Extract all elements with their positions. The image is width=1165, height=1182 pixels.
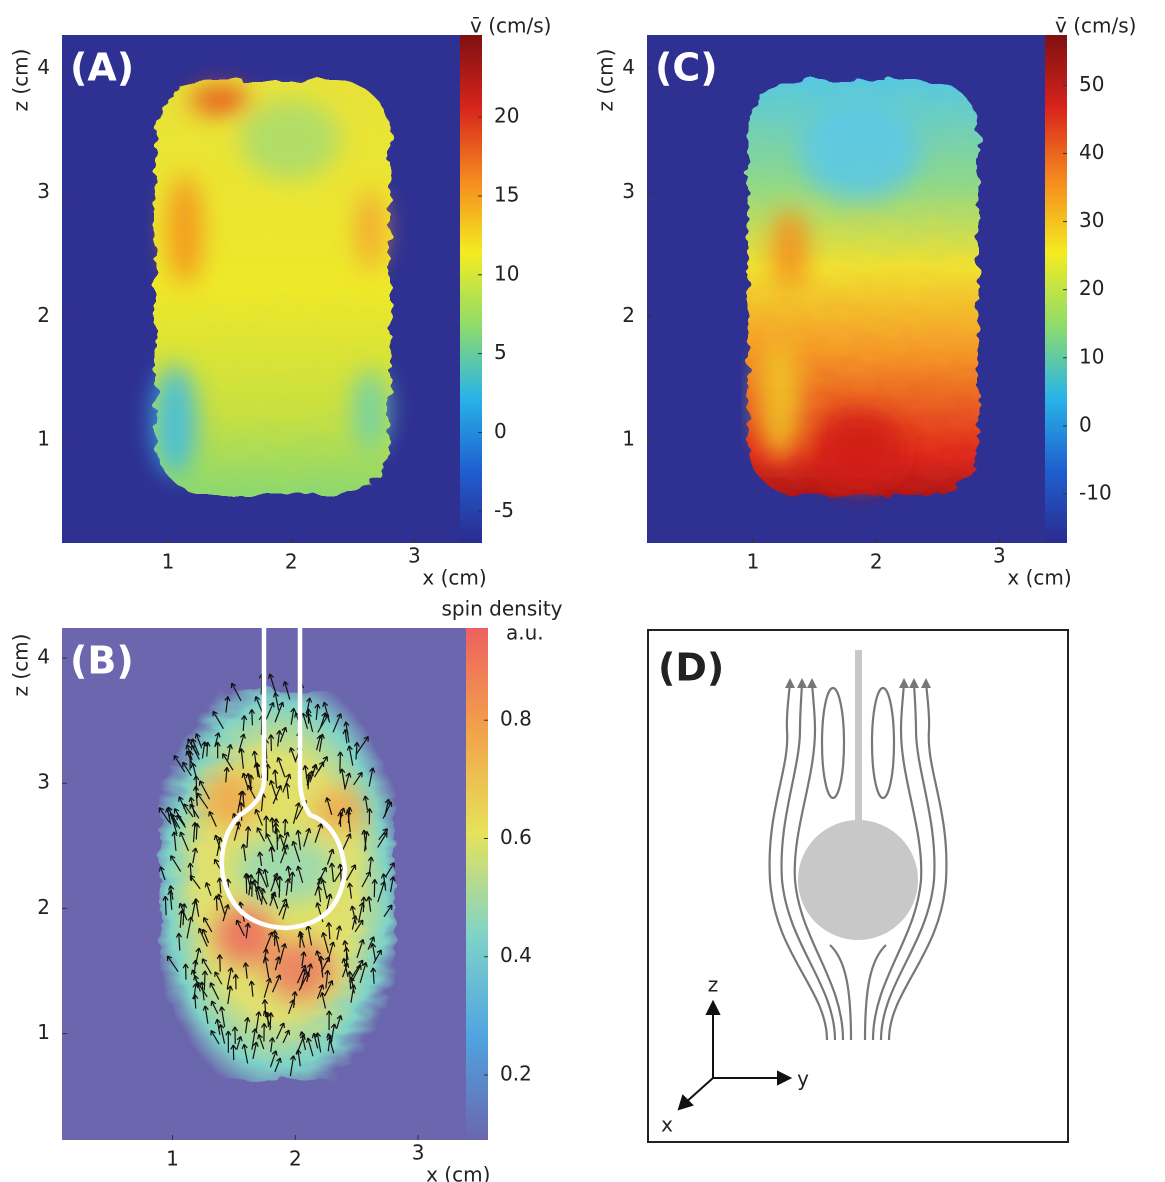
y-axis-label: z (cm) [9, 49, 33, 112]
y-tick-label: 2 [622, 303, 635, 327]
colorbar-tick-label: 0 [1079, 412, 1092, 436]
x-axis-label: x (cm) [422, 566, 486, 590]
colorbar-tick-label: 0.4 [500, 943, 532, 967]
panel-label: (C) [655, 46, 718, 90]
colorbar-tick-label: 10 [1079, 344, 1104, 368]
y-tick-label: 1 [37, 1020, 50, 1044]
colorbar [466, 628, 488, 1140]
y-axis-label: z (cm) [9, 634, 33, 697]
colorbar-tick-label: 20 [494, 104, 519, 128]
panel-label: (B) [70, 639, 134, 683]
y-tick-label: 3 [622, 179, 635, 203]
y-tick-label: 4 [622, 55, 635, 79]
x-tick-label: 1 [162, 550, 175, 574]
x-axis-label: x (cm) [426, 1163, 490, 1182]
x-axis-label: x (cm) [1007, 566, 1071, 590]
y-tick-label: 1 [622, 427, 635, 451]
colorbar-tick-label: 0 [494, 419, 507, 443]
figure: (D) z y x 1231234x (cm)z (cm)(A)-5051015… [0, 0, 1165, 1182]
x-tick-label: 1 [166, 1147, 179, 1171]
x-tick-label: 3 [993, 544, 1006, 568]
colorbar-tick-label: 50 [1079, 72, 1104, 96]
velocity-map-c [748, 80, 978, 495]
y-tick-label: 3 [37, 770, 50, 794]
y-axis-label: z (cm) [594, 49, 618, 112]
axis-label: x [661, 1113, 673, 1137]
velocity-map-a [153, 80, 390, 495]
colorbar-tick-label: 20 [1079, 276, 1104, 300]
x-tick-label: 3 [408, 544, 421, 568]
axis-label: z [708, 973, 719, 997]
colorbar-title: v̄ (cm/s) [470, 14, 551, 38]
y-tick-label: 2 [37, 303, 50, 327]
flow-diagram: (D) z y x [648, 630, 1068, 1142]
panel-label: (D) [658, 646, 724, 690]
x-tick-label: 2 [870, 550, 883, 574]
colorbar-tick-label: 0.2 [500, 1061, 532, 1085]
colorbar-unit: a.u. [506, 621, 544, 645]
colorbar [460, 35, 482, 543]
x-tick-label: 3 [412, 1141, 425, 1165]
y-tick-label: 4 [37, 645, 50, 669]
colorbar-tick-label: -10 [1079, 480, 1112, 504]
colorbar-tick-label: 15 [494, 182, 519, 206]
y-tick-label: 1 [37, 427, 50, 451]
panel-label: (A) [70, 46, 134, 90]
y-tick-label: 3 [37, 179, 50, 203]
colorbar-tick-label: 30 [1079, 208, 1104, 232]
colorbar-tick-label: 40 [1079, 140, 1104, 164]
y-tick-label: 4 [37, 55, 50, 79]
colorbar-tick-label: -5 [494, 498, 514, 522]
x-tick-label: 1 [747, 550, 760, 574]
colorbar-tick-label: 0.6 [500, 825, 532, 849]
y-tick-label: 2 [37, 895, 50, 919]
colorbar-tick-label: 0.8 [500, 707, 532, 731]
colorbar [1045, 35, 1067, 543]
x-tick-label: 2 [289, 1147, 302, 1171]
axis-label: y [797, 1067, 809, 1091]
x-tick-label: 2 [285, 550, 298, 574]
colorbar-tick-label: 5 [494, 340, 507, 364]
colorbar-title: v̄ (cm/s) [1055, 14, 1136, 38]
colorbar-title: spin density [441, 597, 562, 621]
colorbar-tick-label: 10 [494, 261, 519, 285]
